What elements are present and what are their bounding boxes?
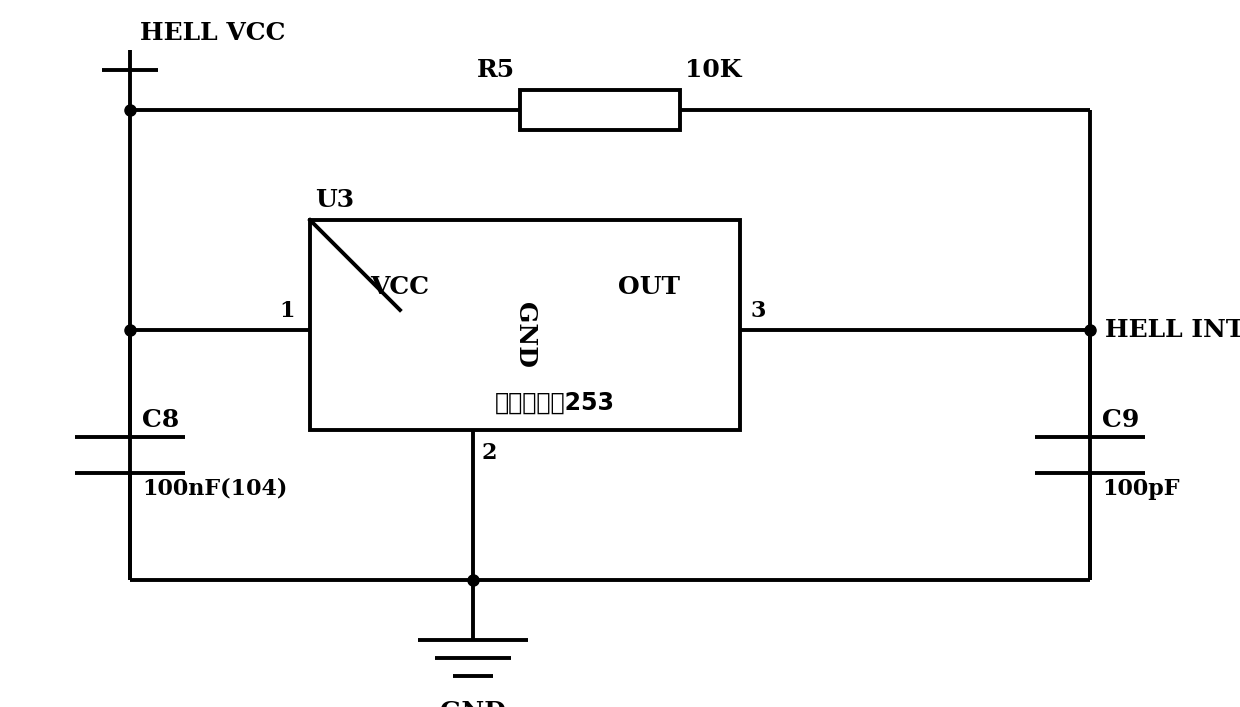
- Text: HELL INT2: HELL INT2: [1105, 318, 1240, 342]
- Text: GND: GND: [440, 700, 506, 707]
- Text: 100nF(104): 100nF(104): [143, 478, 288, 500]
- Text: OUT: OUT: [618, 275, 680, 299]
- Text: 10K: 10K: [684, 58, 742, 82]
- Bar: [520, 90, 680, 130]
- Text: GND: GND: [513, 302, 537, 368]
- Text: 霌尔三极管253: 霌尔三极管253: [495, 391, 615, 415]
- Text: U3: U3: [315, 188, 355, 212]
- Bar: [310, 220, 740, 430]
- Text: C9: C9: [1102, 408, 1140, 432]
- Text: C8: C8: [143, 408, 180, 432]
- Text: HELL VCC: HELL VCC: [140, 21, 285, 45]
- Text: 2: 2: [481, 442, 497, 464]
- Text: 1: 1: [279, 300, 295, 322]
- Text: R5: R5: [477, 58, 515, 82]
- Text: 3: 3: [750, 300, 765, 322]
- Text: 100pF: 100pF: [1102, 478, 1179, 500]
- Text: VCC: VCC: [370, 275, 429, 299]
